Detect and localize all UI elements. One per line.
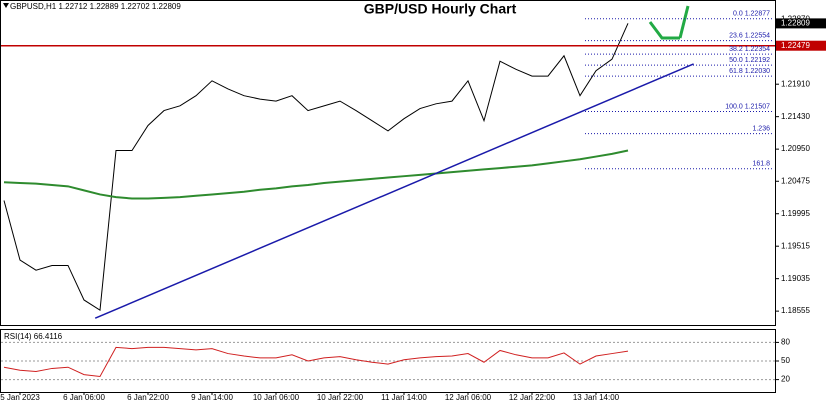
y-tick-label: 50: [781, 356, 790, 365]
fib-label: 50.0 1.22192: [729, 57, 770, 64]
series-line: [3, 346, 629, 378]
y-tick-label: 80: [781, 338, 790, 347]
x-tick-label: 5 Jan 2023: [0, 393, 40, 402]
last-price-box: [776, 18, 826, 29]
y-tick-label: 1.20950: [781, 144, 810, 153]
fib-label: 23.6 1.22554: [729, 32, 770, 39]
y-tick-label: 1.20475: [781, 176, 810, 185]
header-icon: [3, 3, 9, 8]
y-tick-label: 1.21910: [781, 79, 810, 88]
header: GBPUSD,H1 1.22712 1.22889 1.22702 1.2280…: [10, 2, 181, 11]
rsi-panel: [0, 329, 776, 393]
x-tick-label: 11 Jan 14:00: [381, 393, 427, 402]
y-tick-label: 20: [781, 375, 790, 384]
x-tick-label: 10 Jan 22:00: [317, 393, 364, 402]
y-tick-label: 1.18555: [781, 306, 810, 315]
x-tick-label: 10 Jan 06:00: [253, 393, 300, 402]
last-price-label: 1.22809: [781, 18, 810, 27]
x-tick-label: 12 Jan 22:00: [509, 393, 556, 402]
resistance-box: [776, 40, 826, 51]
fib-label: 0.0 1.22877: [733, 11, 770, 18]
x-tick-label: 6 Jan 22:00: [127, 393, 169, 402]
series-line: [3, 149, 629, 200]
y-tick-label: 1.21430: [781, 112, 810, 121]
fib-label: 38.2 1.22354: [729, 46, 770, 53]
y-tick-label: 1.19995: [781, 209, 810, 218]
x-tick-label: 13 Jan 14:00: [573, 393, 620, 402]
trendline: [94, 63, 694, 319]
chart-title: GBP/USD Hourly Chart: [364, 1, 517, 17]
rsi-label: RSI(14) 66.4116: [4, 332, 63, 341]
y-tick-label: 1.19515: [781, 241, 810, 250]
y-tick-label: 1.19035: [781, 274, 810, 283]
fib-label: 161.8: [752, 161, 770, 168]
fib-label: 1.236: [752, 125, 770, 132]
fib-label: 100.0 1.21507: [725, 103, 770, 110]
x-tick-label: 12 Jan 06:00: [445, 393, 492, 402]
x-tick-label: 9 Jan 14:00: [191, 393, 233, 402]
main-panel: [0, 0, 776, 326]
x-tick-label: 6 Jan 06:00: [63, 393, 105, 402]
series-line: [3, 23, 629, 311]
resistance-label: 1.22479: [781, 41, 810, 50]
fib-label: 61.8 1.22030: [729, 68, 770, 75]
projection-arrow: [648, 5, 690, 40]
